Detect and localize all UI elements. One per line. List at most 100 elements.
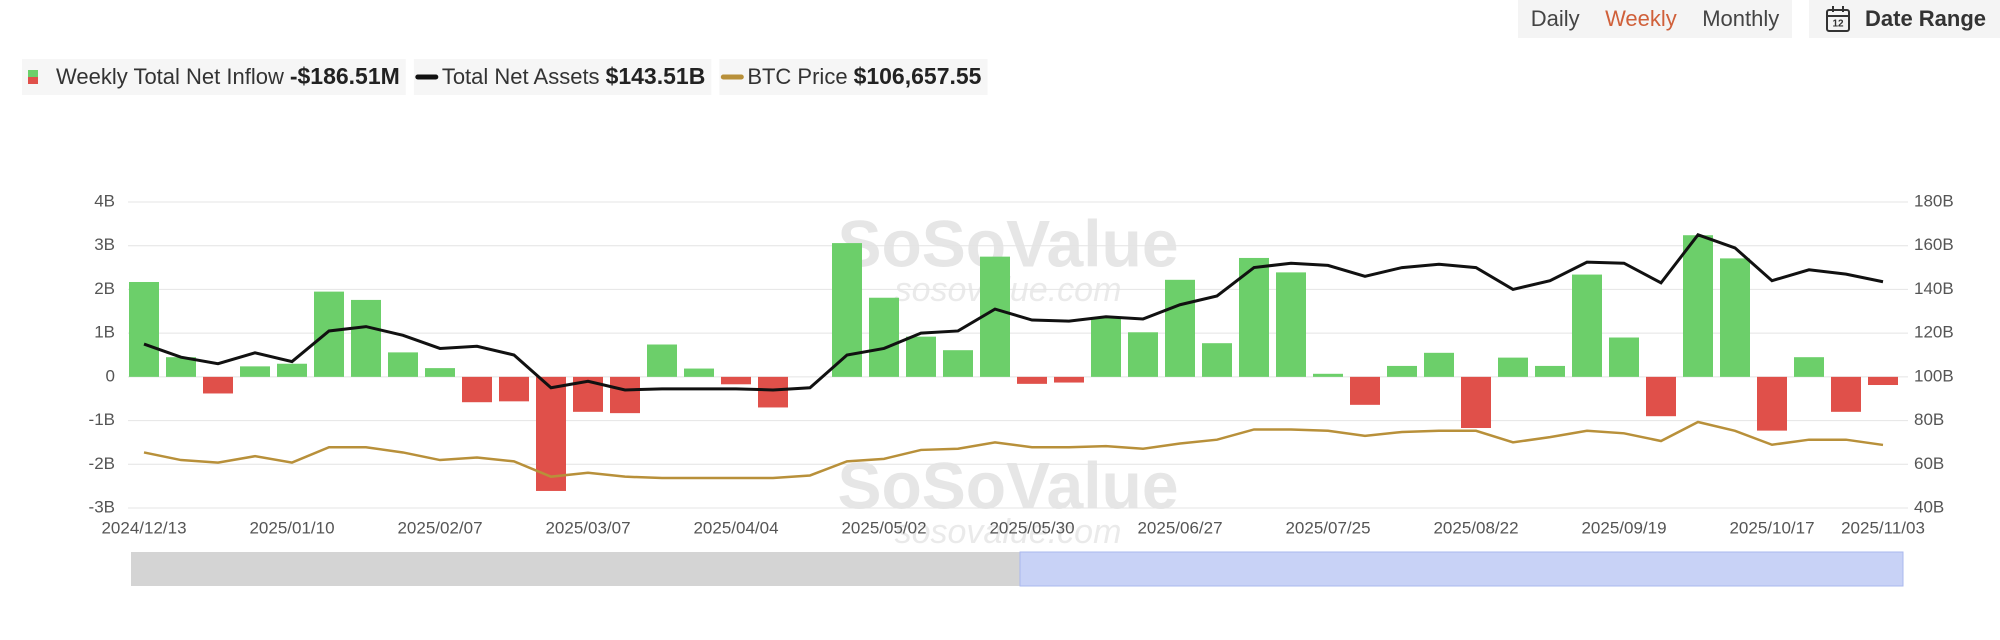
legend-item: Weekly Total Net Inflow -$186.51M bbox=[22, 59, 406, 95]
bar bbox=[1461, 376, 1491, 429]
calendar-icon: 12 bbox=[1826, 6, 1850, 32]
tab[interactable]: Daily bbox=[1530, 6, 1580, 31]
bar bbox=[462, 376, 492, 403]
x-tick-label: 2025/09/19 bbox=[1581, 518, 1666, 537]
bar bbox=[684, 368, 714, 377]
date-range-label: Date Range bbox=[1865, 6, 1987, 31]
line bbox=[143, 233, 1884, 392]
x-tick-label: 2025/02/07 bbox=[397, 518, 482, 537]
bar bbox=[1609, 337, 1639, 377]
bar bbox=[610, 376, 640, 414]
x-tick-label: 2025/07/25 bbox=[1285, 518, 1370, 537]
legend-background bbox=[22, 59, 406, 95]
bar bbox=[1572, 274, 1602, 377]
legend-item: BTC Price $106,657.55 bbox=[719, 59, 988, 95]
bar bbox=[351, 299, 381, 377]
x-tick-label: 2024/12/13 bbox=[101, 518, 186, 537]
bar bbox=[388, 352, 418, 377]
navigator-window[interactable] bbox=[1019, 551, 1904, 587]
bar bbox=[1276, 272, 1306, 377]
legend-label: Weekly Total Net Inflow bbox=[56, 64, 284, 89]
bar bbox=[906, 336, 936, 377]
x-tick-label: 2025/08/22 bbox=[1433, 518, 1518, 537]
bar bbox=[277, 363, 307, 377]
y2-tick-label: 140B bbox=[1914, 279, 1954, 298]
y2-tick-label: 100B bbox=[1914, 366, 1954, 385]
bar bbox=[1017, 376, 1047, 384]
bar bbox=[1720, 258, 1750, 377]
y-tick-label: 2B bbox=[94, 279, 115, 298]
bar bbox=[980, 256, 1010, 377]
bar bbox=[536, 376, 566, 491]
tab[interactable]: Weekly bbox=[1605, 6, 1677, 31]
bar bbox=[721, 376, 751, 385]
x-tick-label: 2025/10/17 bbox=[1729, 518, 1814, 537]
bar bbox=[943, 350, 973, 377]
legend-label: BTC Price bbox=[747, 64, 847, 89]
x-tick-label: 2025/05/30 bbox=[989, 518, 1074, 537]
x-tick-label: 2025/03/07 bbox=[545, 518, 630, 537]
bar bbox=[869, 297, 899, 377]
calendar-day: 12 bbox=[1832, 19, 1844, 30]
bar bbox=[129, 281, 159, 377]
tab[interactable]: Monthly bbox=[1702, 6, 1780, 31]
bar bbox=[1165, 279, 1195, 377]
y2-tick-label: 80B bbox=[1914, 410, 1944, 429]
x-tick-label: 2025/04/04 bbox=[693, 518, 778, 537]
legend-value: $143.51B bbox=[606, 63, 706, 89]
bar bbox=[1128, 332, 1158, 377]
y2-tick-label: 120B bbox=[1914, 323, 1954, 342]
y-tick-label: 4B bbox=[94, 191, 115, 210]
bar bbox=[240, 366, 270, 377]
bar bbox=[1683, 235, 1713, 377]
bar bbox=[647, 344, 677, 377]
y-tick-label: 1B bbox=[94, 323, 115, 342]
bar bbox=[1424, 352, 1454, 377]
bar bbox=[1535, 365, 1565, 377]
bar bbox=[1831, 376, 1861, 412]
bar bbox=[1313, 373, 1343, 377]
y2-tick-label: 160B bbox=[1914, 235, 1954, 254]
y-tick-label: -2B bbox=[89, 454, 115, 473]
bar bbox=[1091, 316, 1121, 377]
y-tick-label: 0 bbox=[106, 366, 115, 385]
legend-item: Total Net Assets $143.51B bbox=[413, 59, 712, 95]
bar bbox=[1350, 376, 1380, 405]
x-tick-label: 2025/11/03 bbox=[1841, 518, 1925, 537]
y2-tick-label: 60B bbox=[1914, 454, 1944, 473]
interval-tabs: Daily Weekly Monthly bbox=[1518, 0, 1792, 38]
watermark: SoSoValue bbox=[837, 448, 1178, 522]
date-range-button[interactable]: 12 Date Range bbox=[1809, 0, 2000, 38]
watermark-url: sosovalue.com bbox=[895, 513, 1122, 551]
bar bbox=[1868, 376, 1898, 386]
bar bbox=[1498, 357, 1528, 377]
legend-value: -$186.51M bbox=[290, 63, 400, 89]
legend-swatch bbox=[28, 77, 38, 84]
y-tick-label: -3B bbox=[89, 497, 115, 516]
legend-value: $106,657.55 bbox=[854, 63, 982, 89]
bar bbox=[1387, 365, 1417, 377]
bar bbox=[499, 376, 529, 402]
legend-label: Total Net Assets bbox=[442, 64, 600, 89]
bar bbox=[1757, 376, 1787, 431]
bar bbox=[758, 376, 788, 408]
legend-swatch bbox=[28, 70, 38, 77]
y2-tick-label: 180B bbox=[1914, 191, 1954, 210]
bar bbox=[203, 376, 233, 394]
y-tick-label: -1B bbox=[89, 410, 115, 429]
y-tick-label: 3B bbox=[94, 235, 115, 254]
legend-background bbox=[719, 59, 988, 95]
x-tick-label: 2025/06/27 bbox=[1137, 518, 1222, 537]
navigator-past bbox=[131, 552, 1020, 586]
bar bbox=[166, 357, 196, 377]
legend-background bbox=[413, 59, 712, 95]
bar bbox=[425, 368, 455, 377]
bar bbox=[1239, 257, 1269, 377]
line bbox=[143, 420, 1884, 480]
bar bbox=[1054, 376, 1084, 383]
x-tick-label: 2025/01/10 bbox=[249, 518, 334, 537]
bar bbox=[1794, 357, 1824, 377]
x-tick-label: 2025/05/02 bbox=[841, 518, 926, 537]
